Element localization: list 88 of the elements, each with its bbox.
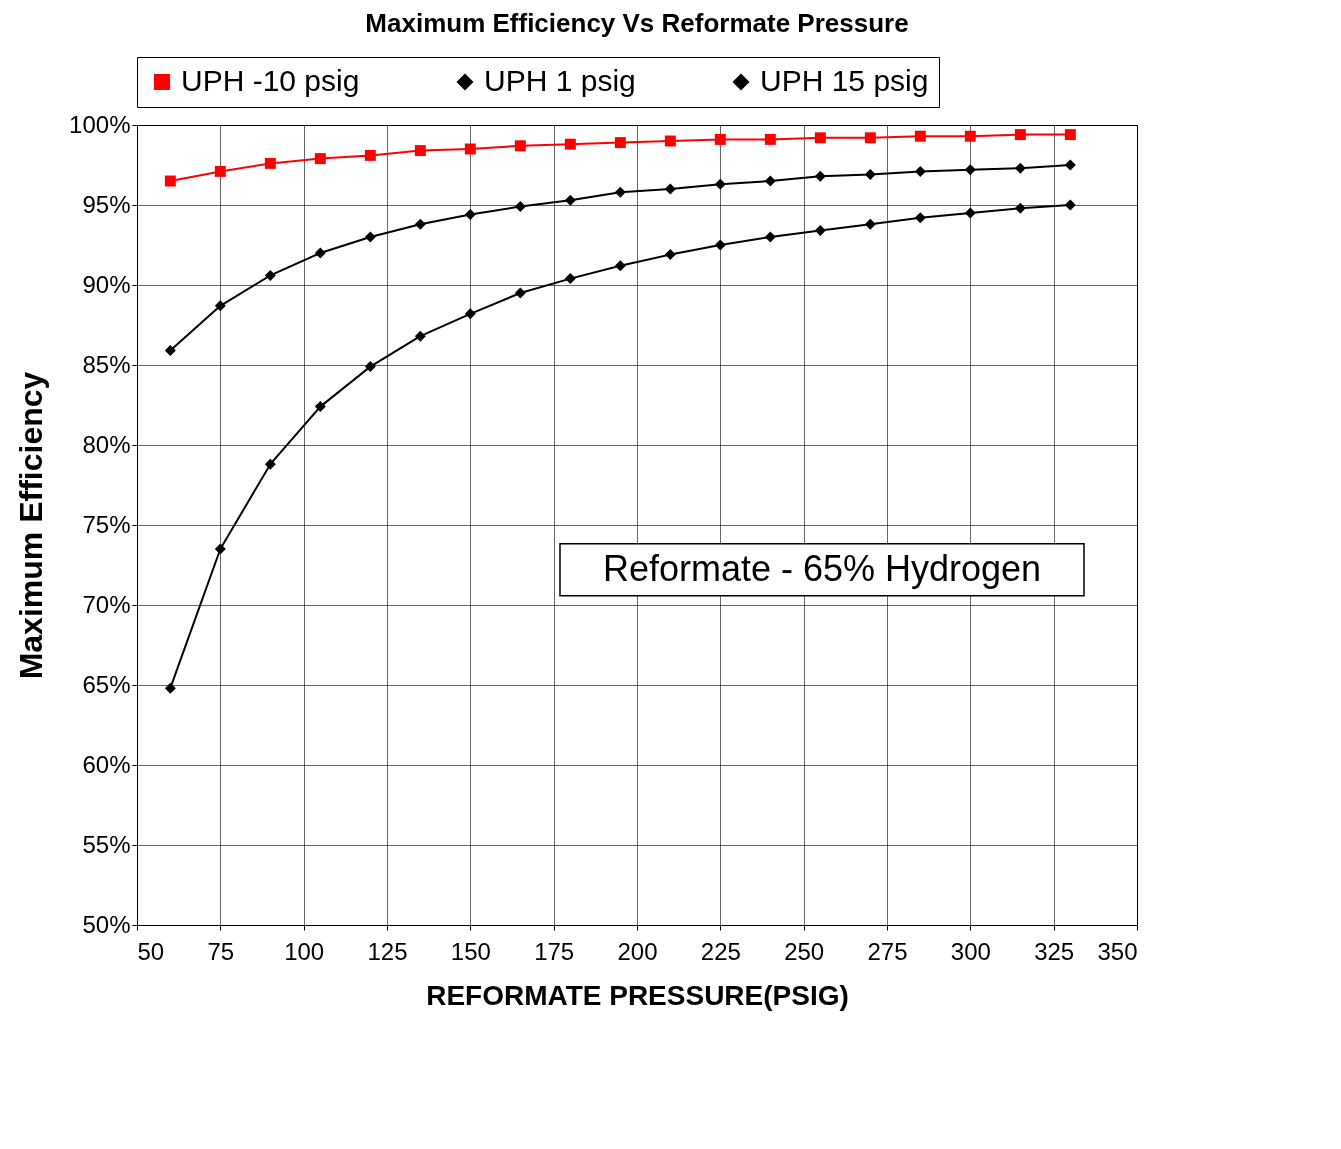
y-tick-label: 70% xyxy=(82,590,131,618)
point xyxy=(164,682,176,694)
point xyxy=(864,169,876,181)
point xyxy=(1064,129,1076,141)
point xyxy=(714,239,726,251)
point xyxy=(664,135,676,147)
point xyxy=(1014,162,1026,174)
point xyxy=(664,249,676,261)
point xyxy=(464,209,476,221)
x-tick-label: 225 xyxy=(700,937,741,965)
point xyxy=(264,458,276,470)
x-tick-label: 250 xyxy=(784,937,825,965)
point xyxy=(414,330,426,342)
point xyxy=(714,178,726,190)
point xyxy=(464,308,476,320)
x-tick-label: 50 xyxy=(137,937,165,965)
point xyxy=(814,132,826,144)
point xyxy=(564,138,576,150)
point xyxy=(614,137,626,149)
point xyxy=(664,183,676,195)
point xyxy=(1014,202,1026,214)
point xyxy=(964,207,976,219)
point xyxy=(364,231,376,243)
x-tick-label: 350 xyxy=(1097,937,1138,965)
legend-label: UPH 1 psig xyxy=(484,64,636,97)
y-tick-label: 65% xyxy=(82,670,131,698)
annotation: Reformate - 65% Hydrogen xyxy=(602,547,1042,589)
point xyxy=(314,153,326,165)
y-tick-label: 80% xyxy=(82,430,131,458)
x-tick-label: 150 xyxy=(450,937,491,965)
x-tick-label: 200 xyxy=(617,937,658,965)
y-tick-label: 60% xyxy=(82,750,131,778)
chart-title: Maximum Efficiency Vs Reformate Pressure xyxy=(365,7,909,38)
y-tick-label: 100% xyxy=(69,110,131,138)
y-tick-label: 50% xyxy=(82,910,131,938)
point xyxy=(214,543,226,555)
point xyxy=(814,170,826,182)
point xyxy=(564,194,576,206)
legend-label: UPH 15 psig xyxy=(760,64,929,97)
point xyxy=(614,260,626,272)
point xyxy=(514,201,526,213)
y-tick-label: 55% xyxy=(82,830,131,858)
point xyxy=(914,212,926,224)
point xyxy=(164,175,176,187)
point xyxy=(614,186,626,198)
point xyxy=(1064,159,1076,171)
point xyxy=(564,273,576,285)
point xyxy=(764,175,776,187)
x-tick-label: 300 xyxy=(950,937,991,965)
point xyxy=(264,157,276,169)
point xyxy=(814,225,826,237)
x-axis-title: REFORMATE PRESSURE(PSIG) xyxy=(426,979,849,1011)
point xyxy=(914,130,926,142)
point xyxy=(414,218,426,230)
point xyxy=(414,145,426,157)
x-tick-label: 125 xyxy=(367,937,408,965)
point xyxy=(764,231,776,243)
point xyxy=(914,165,926,177)
point xyxy=(364,149,376,161)
point xyxy=(1014,129,1026,141)
legend-label: UPH -10 psig xyxy=(181,64,360,97)
point xyxy=(314,247,326,259)
point xyxy=(514,287,526,299)
point xyxy=(864,132,876,144)
x-tick-label: 175 xyxy=(534,937,575,965)
x-tick-label: 275 xyxy=(867,937,908,965)
y-tick-label: 85% xyxy=(82,350,131,378)
y-tick-label: 75% xyxy=(82,510,131,538)
point xyxy=(964,164,976,176)
y-axis-title: Maximum Efficiency xyxy=(13,371,50,680)
point xyxy=(764,133,776,145)
point xyxy=(164,345,176,357)
x-tick-label: 325 xyxy=(1034,937,1075,965)
point xyxy=(864,218,876,230)
point xyxy=(964,130,976,142)
point xyxy=(214,165,226,177)
point xyxy=(364,361,376,373)
point xyxy=(464,143,476,155)
point xyxy=(1064,199,1076,211)
point xyxy=(214,300,226,312)
point xyxy=(514,140,526,152)
x-tick-label: 100 xyxy=(284,937,325,965)
point xyxy=(264,269,276,281)
y-tick-label: 90% xyxy=(82,270,131,298)
x-tick-label: 75 xyxy=(207,937,235,965)
point xyxy=(714,133,726,145)
y-tick-label: 95% xyxy=(82,190,131,218)
point xyxy=(314,401,326,413)
